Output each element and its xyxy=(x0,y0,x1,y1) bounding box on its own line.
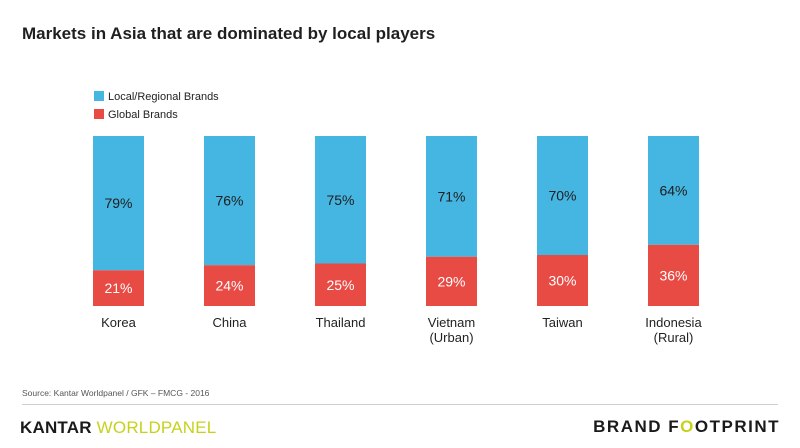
stacked-bar-chart: Local/Regional Brands Global Brands 79% 21%… xyxy=(93,91,702,345)
data-label-global: 36% xyxy=(659,267,687,283)
category-label: China xyxy=(213,315,248,330)
bar-local xyxy=(537,136,588,255)
data-label-local: 70% xyxy=(548,188,576,204)
bar-global xyxy=(315,263,366,306)
bar-local xyxy=(93,136,144,271)
bar-global xyxy=(204,265,255,306)
bar-global xyxy=(537,255,588,306)
category-label: Thailand xyxy=(316,315,366,330)
source-note: Source: Kantar Worldpanel / GFK – FMCG -… xyxy=(22,388,210,398)
legend-swatch-global xyxy=(94,109,104,119)
category-label: (Rural) xyxy=(654,330,694,345)
data-label-global: 24% xyxy=(215,278,243,294)
chart-title: Markets in Asia that are dominated by lo… xyxy=(22,24,436,43)
data-label-global: 30% xyxy=(548,273,576,289)
data-label-local: 76% xyxy=(215,193,243,209)
bar-global xyxy=(648,244,699,306)
data-label-global: 25% xyxy=(326,277,354,293)
category-label: Korea xyxy=(101,315,136,330)
bar-local xyxy=(648,136,699,245)
data-label-global: 29% xyxy=(437,273,465,289)
category-label: Indonesia xyxy=(645,315,702,330)
footer-divider xyxy=(22,404,778,405)
kantar-worldpanel-logo: KANTAR WORLDPANEL xyxy=(20,418,217,437)
bar-global xyxy=(93,270,144,306)
data-label-local: 75% xyxy=(326,192,354,208)
bar-local xyxy=(315,136,366,264)
bar-local xyxy=(204,136,255,266)
data-label-local: 79% xyxy=(104,195,132,211)
category-label: Vietnam xyxy=(428,315,475,330)
bar-global xyxy=(426,256,477,306)
category-label: Taiwan xyxy=(542,315,582,330)
brand-footprint-logo: BRAND FOOTPRINT xyxy=(593,417,780,436)
legend-label-local: Local/Regional Brands xyxy=(108,91,219,103)
category-label: (Urban) xyxy=(429,330,473,345)
data-label-local: 71% xyxy=(437,188,465,204)
legend-swatch-local xyxy=(94,91,104,101)
data-label-local: 64% xyxy=(659,182,687,198)
data-label-global: 21% xyxy=(104,280,132,296)
bar-local xyxy=(426,136,477,257)
legend-label-global: Global Brands xyxy=(108,109,178,121)
